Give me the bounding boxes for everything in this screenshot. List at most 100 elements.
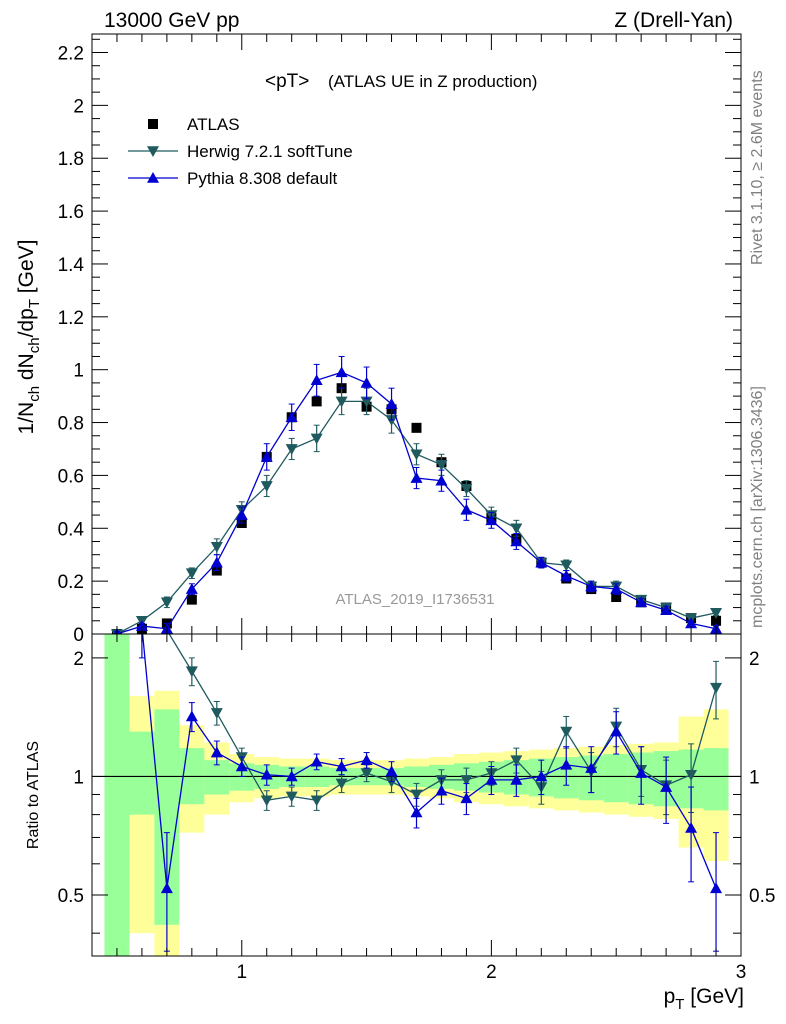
top-y-tick-label: 1.4 bbox=[58, 255, 85, 276]
x-axis-label: pT [GeV] bbox=[664, 985, 744, 1013]
data-point-pythia bbox=[485, 514, 498, 526]
legend-marker bbox=[147, 146, 159, 157]
top-y-tick-label: 2 bbox=[73, 96, 84, 117]
legend: ATLAS Herwig 7.2.1 softTune Pythia 8.308 d… bbox=[128, 115, 353, 188]
rivet-label: Rivet 3.1.10, ≥ 2.6M events bbox=[749, 70, 766, 265]
ratio-point-herwig bbox=[360, 768, 373, 780]
ratio-point-pythia bbox=[635, 767, 648, 778]
data-point-pythia bbox=[260, 450, 273, 462]
ratio-point-pythia bbox=[160, 882, 173, 894]
data-point-herwig bbox=[360, 396, 373, 408]
ratio-point-pythia bbox=[710, 882, 723, 894]
data-point-atlas bbox=[311, 396, 322, 407]
x-tick-label: 3 bbox=[736, 962, 747, 983]
ratio-y-tick-label-right: 0.5 bbox=[749, 886, 775, 907]
data-point-pythia bbox=[335, 366, 348, 378]
ratio-point-herwig bbox=[136, 584, 148, 595]
data-point-pythia bbox=[185, 583, 198, 594]
data-point-pythia bbox=[235, 509, 248, 520]
ratio-point-pythia bbox=[510, 773, 523, 785]
top-panel: 0 0.2 0.4 0.6 0.8 1 1.2 1.4 1.6 1.8 2 2.2 <pT> (ATL… bbox=[15, 33, 742, 646]
data-point-herwig bbox=[260, 481, 273, 492]
header-left: 13000 GeV pp bbox=[104, 9, 239, 32]
data-point-herwig bbox=[185, 568, 198, 580]
data-point-herwig bbox=[160, 597, 173, 609]
ratio-point-pythia bbox=[235, 760, 248, 772]
ratio-point-pythia bbox=[460, 792, 473, 804]
ratio-point-pythia bbox=[210, 746, 223, 758]
top-y-tick-label: 1.2 bbox=[58, 308, 84, 329]
ratio-point-pythia bbox=[535, 770, 548, 782]
top-y-tick-label: 0.8 bbox=[58, 414, 84, 435]
plot-title-sub: (ATLAS UE in Z production) bbox=[328, 72, 537, 91]
top-y-tick-label: 0.4 bbox=[58, 519, 85, 540]
data-point-pythia bbox=[135, 620, 148, 631]
data-point-pythia bbox=[410, 472, 423, 483]
ratio-point-herwig bbox=[210, 708, 223, 719]
data-point-pythia bbox=[285, 411, 298, 423]
legend-label: Pythia 8.308 default bbox=[187, 169, 338, 188]
ratio-point-pythia bbox=[585, 762, 598, 773]
ratio-point-herwig bbox=[260, 795, 273, 807]
ratio-y-tick-label: 0.5 bbox=[58, 886, 84, 907]
ratio-clipped-group bbox=[136, 584, 723, 952]
data-point-pythia bbox=[385, 398, 398, 409]
data-point-pythia bbox=[210, 556, 223, 568]
data-point-pythia bbox=[535, 556, 548, 568]
stat-uncertainty-band bbox=[603, 754, 629, 803]
top-y-tick-label: 1.6 bbox=[58, 202, 84, 223]
data-point-pythia bbox=[360, 376, 373, 388]
ratio-y-tick-label-right: 2 bbox=[749, 649, 760, 670]
data-point-pythia bbox=[435, 474, 448, 486]
ratio-point-pythia bbox=[685, 821, 698, 833]
ratio-point-pythia bbox=[310, 755, 323, 767]
ratio-point-herwig bbox=[710, 682, 723, 694]
ratio-point-herwig bbox=[285, 791, 298, 803]
top-ticks: 0 0.2 0.4 0.6 0.8 1 1.2 1.4 1.6 1.8 2 2.2 bbox=[58, 34, 741, 646]
data-point-herwig bbox=[560, 560, 573, 572]
ratio-point-herwig bbox=[185, 666, 198, 678]
data-point-atlas bbox=[411, 422, 422, 433]
ratio-point-herwig bbox=[385, 776, 398, 788]
legend-marker bbox=[147, 172, 159, 183]
ratio-point-pythia bbox=[285, 770, 298, 782]
data-point-herwig bbox=[460, 483, 473, 495]
ratio-point-herwig bbox=[310, 795, 323, 807]
ratio-point-pythia bbox=[185, 710, 198, 722]
data-point-pythia bbox=[560, 569, 573, 581]
top-y-tick-label: 0.2 bbox=[58, 572, 84, 593]
x-tick-label: 1 bbox=[236, 962, 247, 983]
x-tick-label: 2 bbox=[486, 962, 497, 983]
data-point-pythia bbox=[460, 503, 473, 515]
top-y-tick-label: 1 bbox=[73, 361, 84, 382]
ratio-point-pythia bbox=[260, 768, 273, 780]
ratio-y-tick-label: 2 bbox=[73, 649, 84, 670]
ratio-point-herwig bbox=[510, 755, 523, 767]
ratio-ticks: 0.5 0.5 1 1 2 2 1 2 3 bbox=[58, 634, 775, 983]
data-point-atlas bbox=[611, 591, 622, 602]
ratio-y-tick-label: 1 bbox=[73, 767, 84, 788]
ratio-point-pythia bbox=[435, 784, 448, 796]
stat-uncertainty-band bbox=[104, 634, 130, 956]
data-point-herwig bbox=[210, 541, 223, 553]
top-y-tick-label: 0 bbox=[73, 625, 84, 646]
data-point-herwig bbox=[410, 449, 423, 461]
stat-uncertainty-band bbox=[703, 748, 729, 811]
mcplots-label: mcplots.cern.ch [arXiv:1306.3436] bbox=[749, 386, 766, 628]
top-y-tick-label: 0.6 bbox=[58, 466, 84, 487]
data-point-herwig bbox=[385, 415, 398, 426]
data-point-pythia bbox=[585, 580, 598, 592]
data-point-pythia bbox=[685, 617, 698, 629]
ratio-panel: 0.5 0.5 1 1 2 2 1 2 3 Ratio to ATLAS pT [GeV] bbox=[25, 584, 775, 1013]
data-point-herwig bbox=[435, 460, 448, 471]
ratio-point-pythia bbox=[335, 760, 348, 772]
analysis-label: ATLAS_2019_I1736531 bbox=[335, 591, 494, 608]
data-point-pythia bbox=[635, 596, 648, 608]
plot-title-main: <pT> bbox=[265, 71, 309, 92]
ratio-point-pythia bbox=[610, 725, 623, 737]
data-point-atlas bbox=[186, 594, 197, 605]
ratio-point-herwig bbox=[685, 769, 698, 781]
header-right: Z (Drell-Yan) bbox=[614, 9, 733, 32]
ratio-line-pythia bbox=[141, 634, 717, 889]
